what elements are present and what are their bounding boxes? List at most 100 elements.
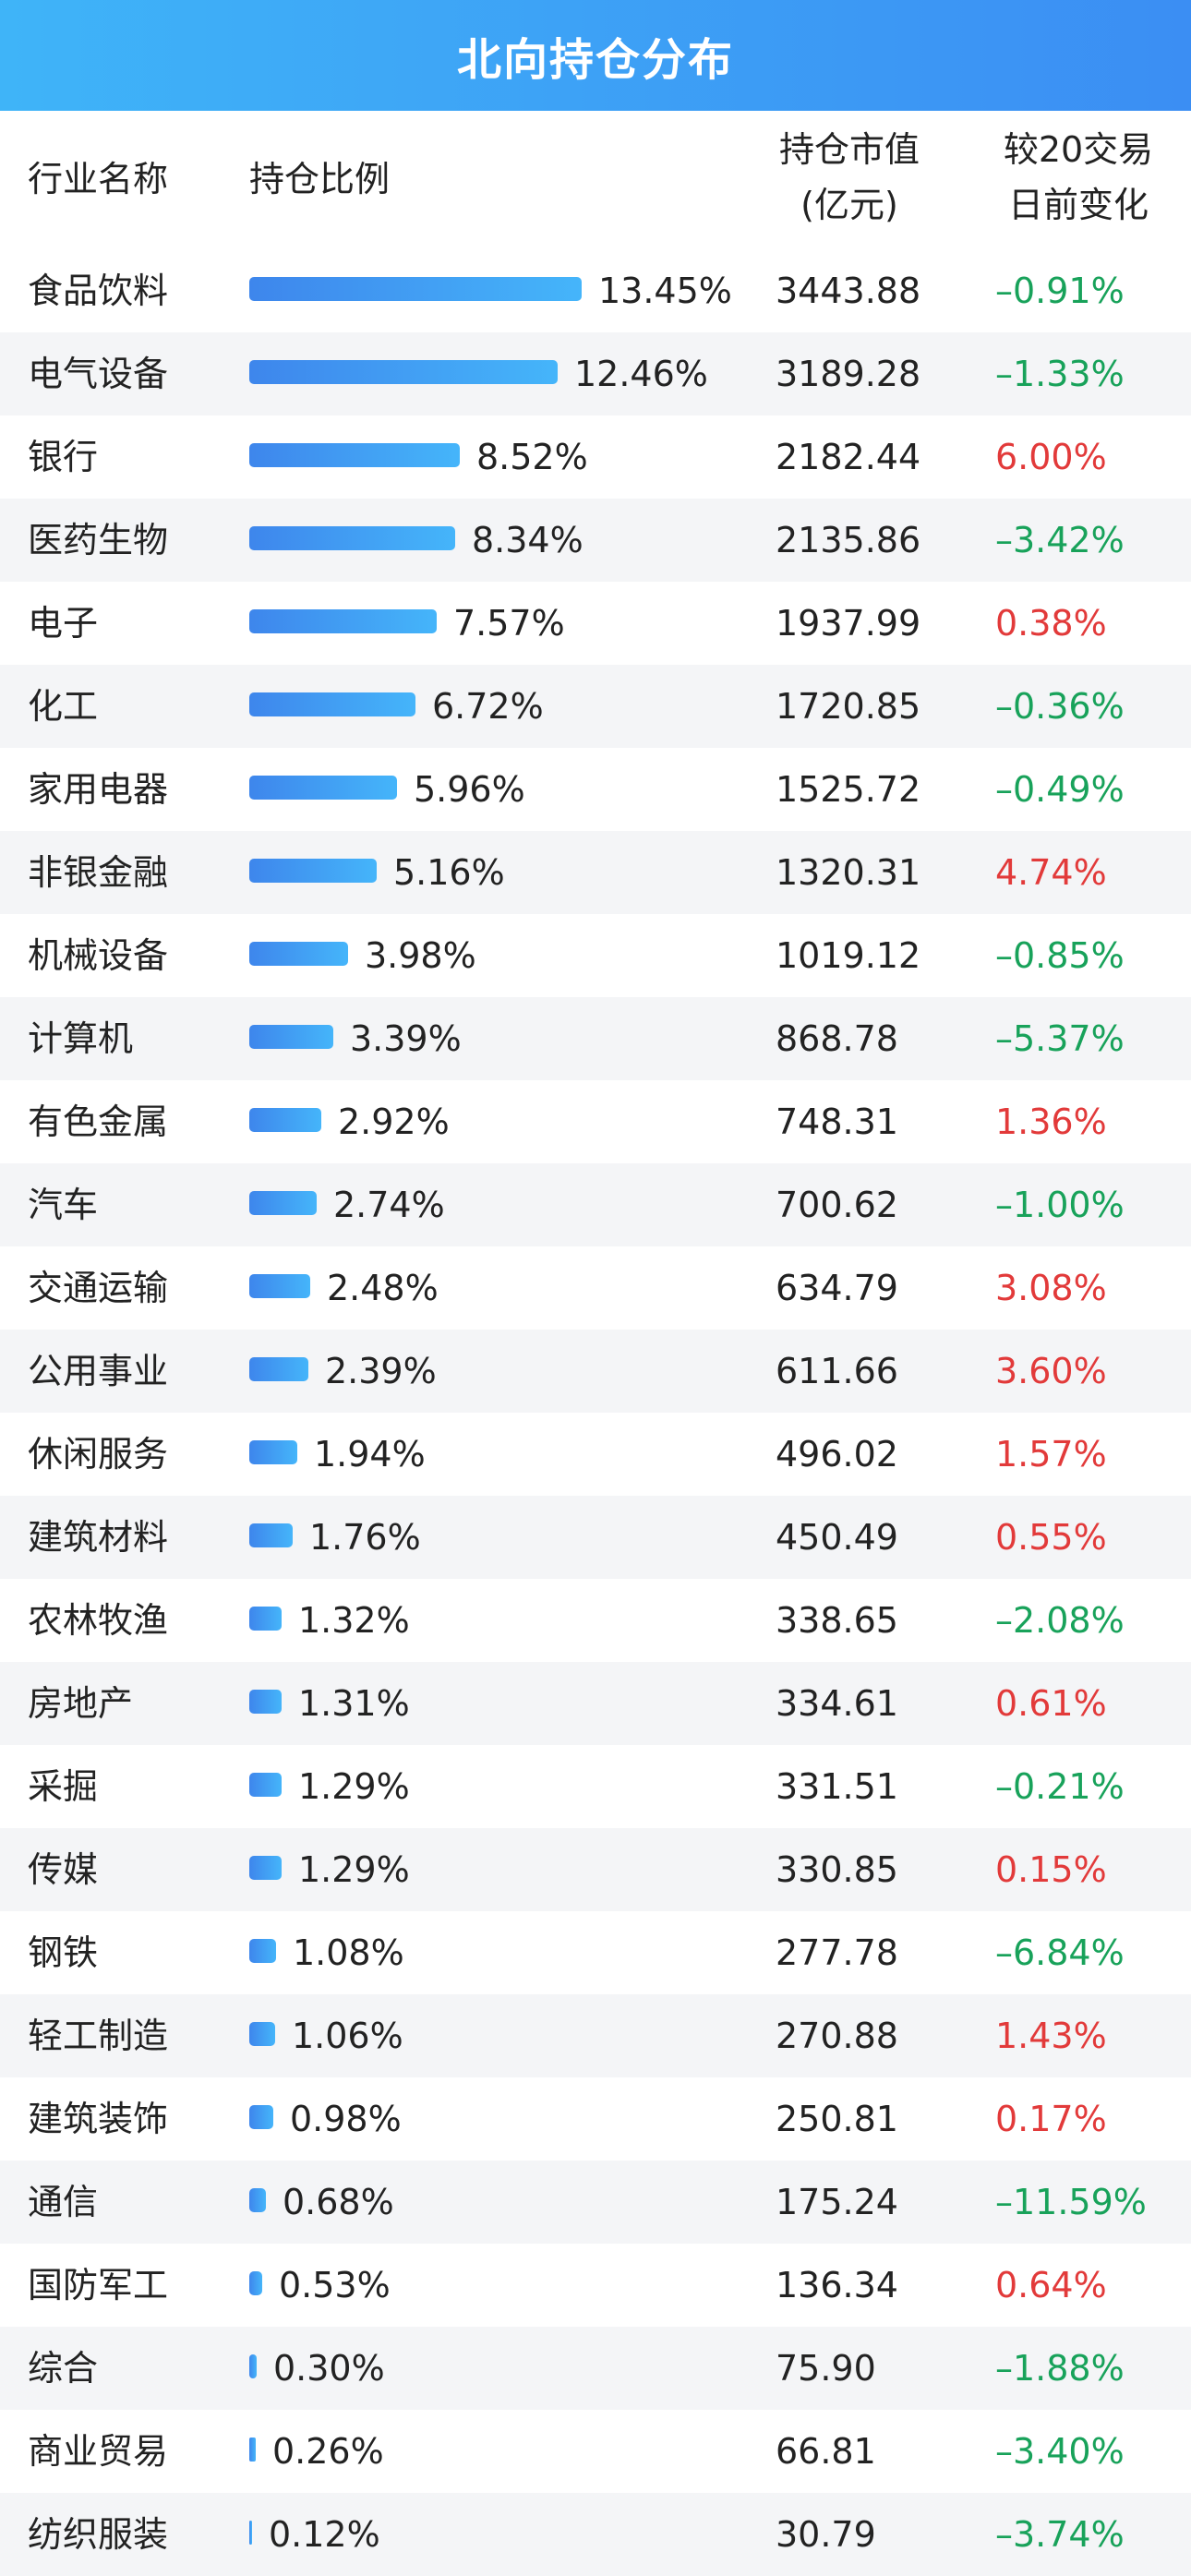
ratio-bar <box>249 2188 266 2212</box>
ratio-label: 5.96% <box>414 769 525 810</box>
industry-name: 休闲服务 <box>28 1434 169 1475</box>
industry-name: 通信 <box>28 2182 99 2222</box>
change-value: 3.60% <box>995 1351 1107 1391</box>
change-value: 0.61% <box>995 1683 1107 1724</box>
ratio-label: 0.53% <box>279 2265 391 2305</box>
market-value: 611.66 <box>776 1351 898 1391</box>
change-value: 0.38% <box>995 603 1107 644</box>
table-row: 公用事业 2.39% 611.66 3.60% <box>0 1330 1191 1413</box>
table-row: 综合 0.30% 75.90 –1.88% <box>0 2327 1191 2410</box>
market-value: 1320.31 <box>776 852 921 893</box>
change-value: –0.36% <box>995 686 1125 727</box>
change-value: 0.55% <box>995 1517 1107 1558</box>
market-value: 700.62 <box>776 1185 898 1225</box>
change-value: 1.57% <box>995 1434 1107 1475</box>
market-value: 1937.99 <box>776 603 921 644</box>
market-value: 270.88 <box>776 2016 898 2056</box>
ratio-label: 2.92% <box>338 1101 450 1142</box>
table-row: 建筑材料 1.76% 450.49 0.55% <box>0 1496 1191 1579</box>
header-ratio: 持仓比例 <box>249 159 391 199</box>
ratio-bar <box>249 1773 282 1797</box>
title-bar: 北向持仓分布 <box>0 0 1191 111</box>
industry-name: 计算机 <box>28 1018 134 1059</box>
ratio-bar <box>249 2105 273 2129</box>
table-row: 电气设备 12.46% 3189.28 –1.33% <box>0 332 1191 415</box>
change-value: –0.49% <box>995 769 1125 810</box>
table-row: 有色金属 2.92% 748.31 1.36% <box>0 1080 1191 1163</box>
ratio-label: 0.30% <box>273 2348 385 2389</box>
ratio-bar <box>249 859 377 883</box>
ratio-bar <box>249 526 455 550</box>
market-value: 136.34 <box>776 2265 898 2305</box>
industry-name: 银行 <box>28 437 99 477</box>
ratio-label: 1.31% <box>298 1683 410 1724</box>
table-header: 行业名称 持仓比例 持仓市值 (亿元) 较20交易 日前变化 <box>0 111 1191 249</box>
ratio-label: 8.52% <box>476 437 588 477</box>
ratio-bar <box>249 692 415 716</box>
ratio-bar <box>249 1274 310 1298</box>
ratio-bar <box>249 2521 252 2545</box>
ratio-bar <box>249 1856 282 1880</box>
change-value: –0.21% <box>995 1766 1125 1807</box>
ratio-bar <box>249 2022 275 2046</box>
table-row: 电子 7.57% 1937.99 0.38% <box>0 582 1191 665</box>
industry-name: 医药生物 <box>28 520 169 560</box>
ratio-bar <box>249 360 558 384</box>
page-title: 北向持仓分布 <box>456 34 734 86</box>
change-value: –5.37% <box>995 1018 1125 1059</box>
ratio-label: 7.57% <box>453 603 565 644</box>
market-value: 175.24 <box>776 2182 898 2222</box>
table-row: 通信 0.68% 175.24 –11.59% <box>0 2161 1191 2244</box>
table-row: 机械设备 3.98% 1019.12 –0.85% <box>0 914 1191 997</box>
change-value: –3.74% <box>995 2514 1125 2555</box>
market-value: 66.81 <box>776 2431 876 2472</box>
change-value: –0.91% <box>995 271 1125 311</box>
ratio-bar <box>249 1191 317 1215</box>
ratio-label: 1.76% <box>309 1517 421 1558</box>
industry-name: 交通运输 <box>28 1268 169 1308</box>
industry-name: 公用事业 <box>28 1351 169 1391</box>
header-name: 行业名称 <box>28 159 169 199</box>
table-row: 国防军工 0.53% 136.34 0.64% <box>0 2244 1191 2327</box>
table-row: 轻工制造 1.06% 270.88 1.43% <box>0 1994 1191 2077</box>
change-value: 1.43% <box>995 2016 1107 2056</box>
ratio-bar <box>249 609 437 633</box>
market-value: 3189.28 <box>776 354 921 394</box>
table-row: 传媒 1.29% 330.85 0.15% <box>0 1828 1191 1911</box>
market-value: 634.79 <box>776 1268 898 1308</box>
change-value: 4.74% <box>995 852 1107 893</box>
market-value: 338.65 <box>776 1600 898 1641</box>
industry-name: 纺织服装 <box>28 2514 169 2555</box>
ratio-label: 2.39% <box>325 1351 437 1391</box>
ratio-label: 1.94% <box>314 1434 426 1475</box>
market-value: 1720.85 <box>776 686 921 727</box>
ratio-label: 1.06% <box>292 2016 403 2056</box>
table-row: 银行 8.52% 2182.44 6.00% <box>0 415 1191 499</box>
industry-name: 轻工制造 <box>28 2016 169 2056</box>
table-row: 食品饮料 13.45% 3443.88 –0.91% <box>0 249 1191 332</box>
market-value: 250.81 <box>776 2099 898 2139</box>
industry-name: 钢铁 <box>28 1932 99 1973</box>
table-row: 钢铁 1.08% 277.78 –6.84% <box>0 1911 1191 1994</box>
market-value: 334.61 <box>776 1683 898 1724</box>
industry-name: 机械设备 <box>28 935 169 976</box>
industry-name: 采掘 <box>28 1766 99 1807</box>
ratio-bar <box>249 1523 293 1547</box>
ratio-label: 1.29% <box>298 1766 410 1807</box>
ratio-label: 1.32% <box>298 1600 410 1641</box>
ratio-bar <box>249 2354 257 2378</box>
market-value: 2135.86 <box>776 520 921 560</box>
change-value: 3.08% <box>995 1268 1107 1308</box>
ratio-label: 13.45% <box>598 271 732 311</box>
change-value: –1.33% <box>995 354 1125 394</box>
industry-name: 化工 <box>28 686 99 727</box>
industry-name: 电气设备 <box>28 354 169 394</box>
table-row: 家用电器 5.96% 1525.72 –0.49% <box>0 748 1191 831</box>
market-value: 330.85 <box>776 1849 898 1890</box>
market-value: 3443.88 <box>776 271 921 311</box>
change-value: 0.17% <box>995 2099 1107 2139</box>
change-value: 1.36% <box>995 1101 1107 1142</box>
ratio-label: 0.98% <box>290 2099 402 2139</box>
industry-name: 有色金属 <box>28 1101 169 1142</box>
industry-name: 建筑装饰 <box>28 2099 169 2139</box>
